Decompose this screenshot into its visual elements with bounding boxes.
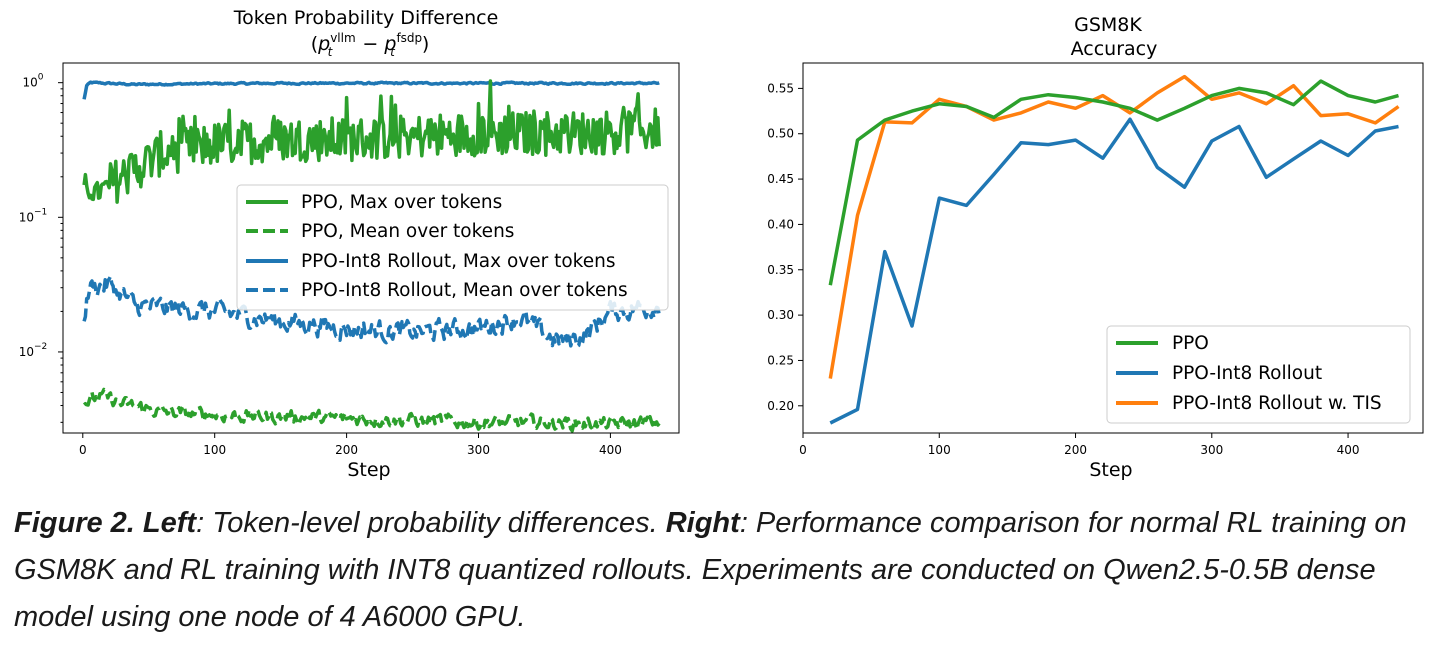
left-xtick-label: 100 [203,443,226,457]
figure: Token Probability Difference (pvllm t − p… [19,7,1424,481]
left-xtick-label: 400 [599,443,622,457]
right-chart-gsm8k-accuracy: GSM8K Accuracy 0 100 200 300 400 0.20 0.25 0.30… [767,14,1424,481]
right-chart-title: GSM8K [1074,14,1142,36]
right-xtick-label: 400 [1337,443,1360,457]
left-ytick-label: 10−2 [19,342,48,359]
left-chart-token-probability: Token Probability Difference (pvllm t − p… [19,7,680,481]
right-ytick-label: 0.25 [767,353,794,367]
right-ticks: 0 100 200 300 400 0.20 0.25 0.30 0.35 0.40 0.45 0.5… [767,81,1359,457]
right-series-group [828,74,1400,425]
left-xlabel: Step [347,459,390,481]
right-xlabel: Step [1089,459,1132,481]
legend-label-int8-tis: PPO-Int8 Rollout w. TIS [1172,393,1382,414]
right-ytick-label: 0.55 [767,81,794,95]
right-xtick-label: 0 [799,443,807,457]
left-xtick-label: 200 [335,443,358,457]
right-series-line-1 [829,117,1399,425]
left-xtick-label: 0 [79,443,87,457]
left-chart-subtitle: (pvllm t − pfsdp t) [311,31,430,59]
left-xtick-label: 300 [467,443,490,457]
legend-label-int8-max: PPO-Int8 Rollout, Max over tokens [301,251,615,272]
right-xtick-label: 300 [1200,443,1223,457]
left-series-line-2 [82,80,660,100]
right-plot-frame [802,62,1424,434]
right-ytick-label: 0.30 [767,308,794,322]
legend-label-ppo: PPO [1172,333,1209,354]
left-ytick-label: 100 [22,73,43,90]
right-xtick-label: 200 [1064,443,1087,457]
right-ytick-label: 0.40 [767,217,794,231]
left-series-line-0 [82,79,661,204]
right-ytick-label: 0.20 [767,399,794,413]
caption-left-label: Left [142,507,197,539]
caption-left-text: : Token-level probability differences. [196,507,666,539]
legend-label-int8-mean: PPO-Int8 Rollout, Mean over tokens [301,280,628,301]
right-xtick-label: 100 [928,443,951,457]
left-legend-box [236,184,669,311]
right-legend-box [1106,325,1411,424]
left-series-line-1 [82,387,661,433]
right-chart-subtitle: Accuracy [1071,38,1158,60]
right-series-line-0 [828,79,1399,286]
legend-label-int8: PPO-Int8 Rollout [1172,363,1322,384]
right-ytick-label: 0.45 [767,172,794,186]
legend-label-ppo-max: PPO, Max over tokens [301,192,502,213]
right-legend: PPO PPO-Int8 Rollout PPO-Int8 Rollout w.… [1106,325,1411,424]
left-chart-title: Token Probability Difference [233,7,499,29]
right-ytick-label: 0.50 [767,127,794,141]
caption-right-text: : Performance comparison for normal RL t… [14,507,1407,633]
left-series-line-3 [82,274,661,349]
left-plot-frame [62,62,680,434]
left-legend: PPO, Max over tokens PPO, Mean over toke… [236,184,669,311]
legend-label-ppo-mean: PPO, Mean over tokens [301,221,514,242]
caption-right-label: Right [665,507,740,539]
left-ytick-label: 10−1 [19,207,48,224]
figure-caption: Figure 2. Left: Token-level probability … [14,500,1434,641]
left-series-group [82,79,661,433]
caption-figure-label: Figure 2. [14,507,135,539]
right-ytick-label: 0.35 [767,263,794,277]
